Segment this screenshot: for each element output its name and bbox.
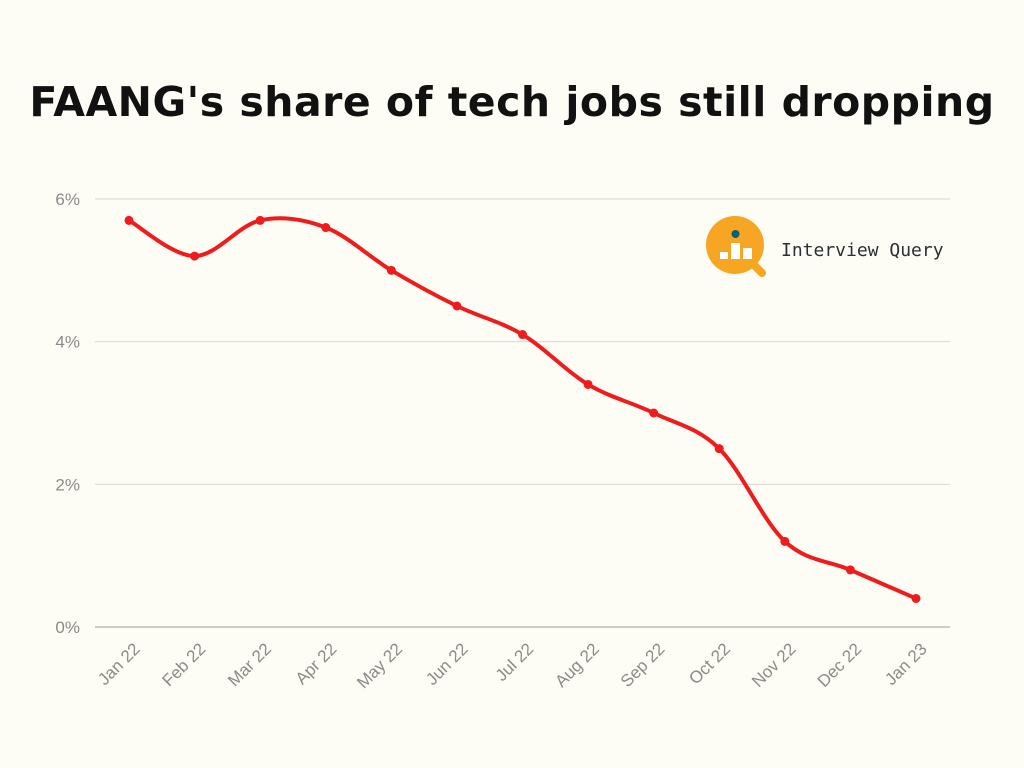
series-line — [127, 216, 918, 601]
interview-query-logo: Interview Query — [706, 216, 944, 277]
data-point — [190, 251, 200, 261]
data-point — [911, 593, 921, 603]
x-tick-label: Oct 22 — [685, 639, 734, 688]
x-tick-label: May 22 — [353, 639, 406, 692]
data-point — [649, 408, 659, 418]
y-tick-label: 4% — [55, 333, 80, 352]
x-tick-label: Jul 22 — [492, 639, 538, 685]
x-tick-label: Sep 22 — [617, 639, 669, 691]
data-point — [845, 565, 855, 575]
data-point — [386, 265, 396, 275]
x-tick-label: Mar 22 — [224, 639, 275, 690]
y-tick-label: 6% — [55, 190, 80, 209]
x-tick-label: Nov 22 — [748, 639, 800, 691]
x-tick-label: Jan 22 — [94, 639, 144, 689]
x-tick-label: Jun 22 — [422, 639, 472, 689]
chart-title: FAANG's share of tech jobs still droppin… — [29, 78, 995, 126]
data-point — [714, 444, 724, 454]
data-point — [583, 379, 593, 389]
data-point — [518, 330, 527, 340]
data-point — [321, 223, 331, 233]
data-point — [124, 215, 134, 225]
x-tick-label: Apr 22 — [292, 639, 341, 688]
x-tick-label: Feb 22 — [159, 639, 210, 690]
y-tick-label: 0% — [55, 618, 80, 637]
logo-text: Interview Query — [781, 240, 944, 261]
x-tick-label: Aug 22 — [551, 639, 603, 691]
data-point — [780, 536, 790, 546]
data-point — [255, 215, 265, 225]
data-point — [452, 301, 462, 311]
x-tick-label: Dec 22 — [814, 639, 866, 691]
y-tick-label: 2% — [55, 475, 80, 494]
x-tick-label: Jan 23 — [881, 639, 931, 689]
